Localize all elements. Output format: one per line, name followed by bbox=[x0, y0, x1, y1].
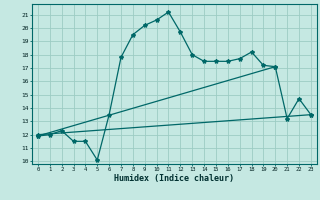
X-axis label: Humidex (Indice chaleur): Humidex (Indice chaleur) bbox=[115, 174, 234, 183]
